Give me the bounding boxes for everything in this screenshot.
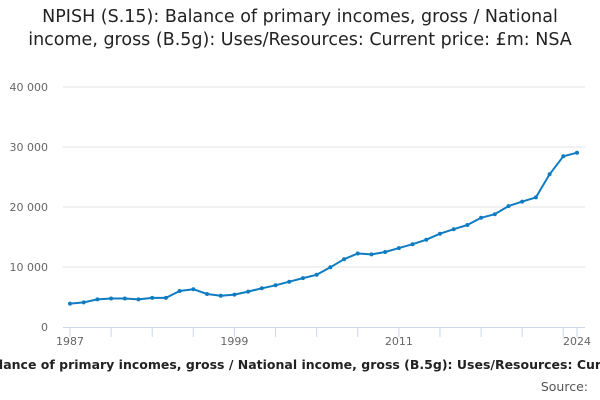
data-point (177, 289, 182, 293)
data-line (69, 151, 578, 305)
data-point (232, 292, 237, 297)
y-tick-label: 0 (41, 321, 48, 334)
data-point (506, 204, 511, 209)
data-point (533, 195, 538, 200)
data-point (437, 231, 442, 236)
chart-title: NPISH (S.15): Balance of primary incomes… (28, 7, 572, 50)
data-point (314, 272, 319, 277)
data-point (383, 250, 388, 254)
data-point (246, 289, 251, 294)
data-point (369, 252, 374, 257)
data-point (424, 237, 429, 242)
x-tick-label: 1999 (220, 335, 248, 348)
data-point (95, 297, 100, 302)
data-point (273, 283, 278, 288)
data-point (342, 257, 347, 262)
y-tick-label: 10 000 (10, 261, 49, 274)
data-point (109, 296, 114, 301)
data-point (451, 227, 456, 232)
data-point (259, 286, 264, 291)
data-point (122, 296, 127, 301)
data-point (396, 246, 401, 251)
data-point (465, 223, 470, 227)
data-point (81, 300, 86, 305)
data-point (575, 150, 579, 155)
data-point (205, 292, 210, 296)
data-point (136, 297, 141, 302)
y-tick-label: 30 000 (10, 141, 49, 154)
source-label: Source: (540, 379, 588, 394)
x-tick-label: 2011 (385, 335, 413, 348)
data-point (300, 276, 305, 281)
data-point (561, 154, 566, 159)
data-point (218, 293, 223, 298)
data-point (68, 301, 72, 306)
data-point (410, 242, 415, 247)
x-tick-label: 2024 (563, 335, 591, 348)
y-tick-label: 40 000 (10, 81, 49, 94)
data-point (328, 265, 333, 270)
data-point (547, 172, 552, 177)
x-tick-label: 1987 (56, 335, 84, 348)
y-tick-label: 20 000 (10, 201, 49, 214)
data-point (355, 251, 360, 256)
x-axis-label: lance of primary incomes, gross / Nation… (0, 357, 600, 372)
data-point (520, 199, 525, 204)
data-point (492, 212, 497, 217)
data-point (163, 295, 168, 300)
data-point (287, 279, 292, 284)
data-point (479, 215, 484, 220)
data-point (191, 287, 196, 292)
data-point (150, 295, 155, 300)
